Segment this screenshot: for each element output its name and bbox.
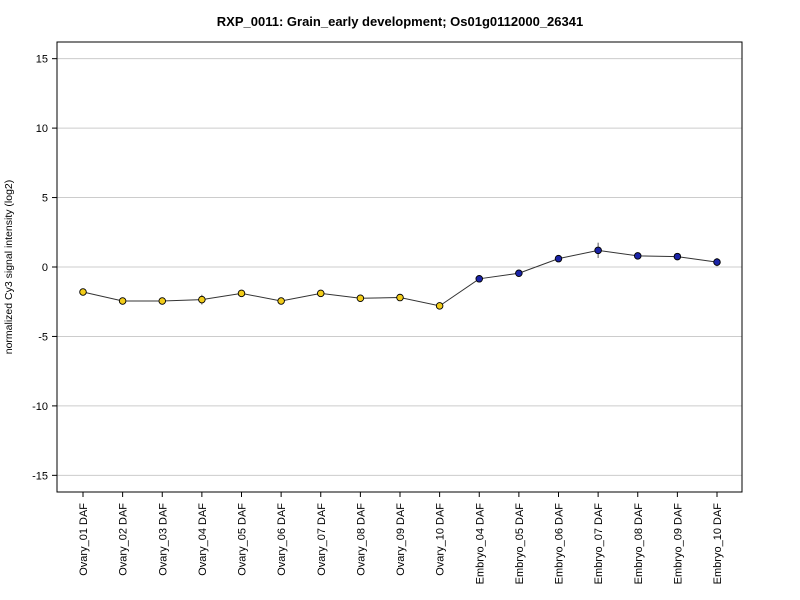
data-point xyxy=(475,275,484,283)
data-point xyxy=(594,246,602,255)
data-point xyxy=(237,289,246,298)
y-tick-label: 15 xyxy=(36,54,48,66)
x-tick-label: Embryo_04 DAF xyxy=(474,503,486,585)
data-point xyxy=(198,295,206,304)
data-point xyxy=(435,302,444,310)
data-point xyxy=(356,294,365,303)
x-tick-label: Embryo_09 DAF xyxy=(672,503,684,585)
x-axis: Ovary_01 DAF Ovary_02 DAF Ovary_03 DAF Ovar… xyxy=(78,492,724,584)
data-point xyxy=(634,252,642,260)
x-tick-label: Ovary_08 DAF xyxy=(355,503,367,576)
x-tick-label: Embryo_07 DAF xyxy=(593,503,605,585)
x-tick-label: Ovary_07 DAF xyxy=(316,503,328,576)
data-point xyxy=(79,288,87,296)
x-tick-label: Embryo_05 DAF xyxy=(514,503,526,585)
y-tick-label: 0 xyxy=(42,262,48,274)
x-tick-label: Ovary_09 DAF xyxy=(395,503,407,576)
grid-lines xyxy=(57,58,742,476)
data-point xyxy=(277,297,285,305)
x-tick-label: Embryo_06 DAF xyxy=(554,503,566,585)
y-axis: -15 -10 -5 0 5 10 15 xyxy=(32,54,57,482)
data-point xyxy=(713,258,721,266)
data-points xyxy=(79,246,721,310)
data-point xyxy=(118,297,127,305)
x-tick-label: Ovary_04 DAF xyxy=(197,503,209,576)
chart-title: RXP_0011: Grain_early development; Os01g… xyxy=(217,14,583,29)
data-point xyxy=(554,254,563,263)
x-tick-label: Embryo_08 DAF xyxy=(633,503,645,585)
y-tick-label: -10 xyxy=(32,401,48,413)
y-tick-label: -5 xyxy=(38,331,48,343)
x-tick-label: Ovary_03 DAF xyxy=(157,503,169,576)
data-point xyxy=(317,289,325,298)
data-point xyxy=(673,252,682,261)
data-point xyxy=(396,293,404,302)
y-tick-label: 5 xyxy=(42,193,48,205)
x-tick-label: Ovary_02 DAF xyxy=(118,503,130,576)
x-tick-label: Ovary_10 DAF xyxy=(435,503,447,576)
x-tick-label: Ovary_01 DAF xyxy=(78,503,90,576)
data-point xyxy=(158,297,166,305)
x-tick-label: Ovary_06 DAF xyxy=(276,503,288,576)
data-point xyxy=(515,269,523,278)
x-tick-label: Ovary_05 DAF xyxy=(237,503,249,576)
y-axis-label: normalized Cy3 signal intensity (log2) xyxy=(3,180,15,355)
y-tick-label: 10 xyxy=(36,123,48,135)
x-tick-label: Embryo_10 DAF xyxy=(712,503,724,585)
y-tick-label: -15 xyxy=(32,470,48,482)
